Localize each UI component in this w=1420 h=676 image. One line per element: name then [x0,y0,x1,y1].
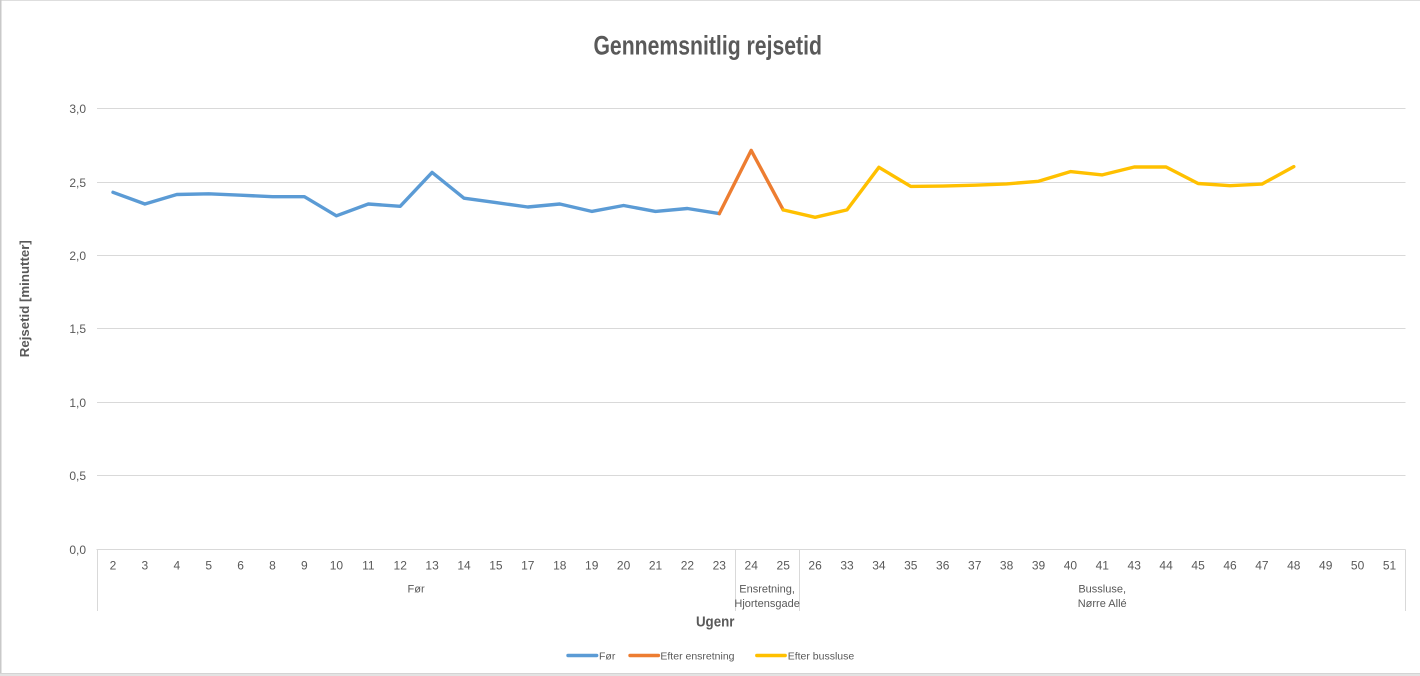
svg-text:23: 23 [713,559,727,573]
svg-text:34: 34 [872,559,886,573]
svg-text:Nørre Allé: Nørre Allé [1078,598,1127,610]
svg-text:43: 43 [1128,559,1142,573]
svg-text:0,0: 0,0 [69,543,86,557]
svg-text:40: 40 [1064,559,1078,573]
svg-text:33: 33 [840,559,854,573]
svg-text:24: 24 [745,559,759,573]
svg-text:6: 6 [237,559,244,573]
svg-text:41: 41 [1096,559,1110,573]
svg-text:48: 48 [1287,559,1301,573]
svg-text:19: 19 [585,559,599,573]
svg-text:Efter ensretning: Efter ensretning [660,650,734,662]
svg-text:0,5: 0,5 [69,469,86,483]
svg-text:13: 13 [425,559,439,573]
svg-text:22: 22 [681,559,695,573]
svg-text:Før: Før [408,584,425,596]
svg-text:37: 37 [968,559,982,573]
svg-text:5: 5 [205,559,212,573]
svg-text:Før: Før [599,650,616,662]
svg-text:9: 9 [301,559,308,573]
svg-text:36: 36 [936,559,950,573]
svg-text:26: 26 [808,559,822,573]
svg-text:Bussluse,: Bussluse, [1078,584,1126,596]
svg-text:3: 3 [142,559,149,573]
svg-text:1,5: 1,5 [69,322,86,336]
svg-text:49: 49 [1319,559,1333,573]
svg-text:45: 45 [1191,559,1205,573]
svg-text:20: 20 [617,559,631,573]
svg-text:38: 38 [1000,559,1014,573]
svg-text:2,0: 2,0 [69,249,86,263]
svg-text:10: 10 [330,559,344,573]
svg-text:15: 15 [489,559,503,573]
svg-text:14: 14 [457,559,471,573]
svg-text:50: 50 [1351,559,1365,573]
svg-text:2: 2 [110,559,117,573]
svg-text:Ensretning,: Ensretning, [739,584,795,596]
svg-text:Efter bussluse: Efter bussluse [788,650,855,662]
svg-text:51: 51 [1383,559,1397,573]
svg-text:18: 18 [553,559,567,573]
svg-text:11: 11 [362,559,375,573]
svg-text:17: 17 [521,559,535,573]
svg-text:12: 12 [394,559,408,573]
svg-text:46: 46 [1223,559,1237,573]
svg-text:35: 35 [904,559,918,573]
svg-text:Hjortensgade: Hjortensgade [734,598,799,610]
svg-text:4: 4 [173,559,180,573]
svg-text:1,0: 1,0 [69,396,86,410]
svg-text:3,0: 3,0 [69,102,86,116]
svg-text:47: 47 [1255,559,1269,573]
svg-text:44: 44 [1159,559,1173,573]
svg-text:Ugenr: Ugenr [696,615,735,631]
svg-text:39: 39 [1032,559,1046,573]
svg-text:25: 25 [777,559,791,573]
svg-text:2,5: 2,5 [69,176,86,190]
svg-text:Gennemsnitlig rejsetid: Gennemsnitlig rejsetid [593,31,822,61]
svg-text:21: 21 [649,559,663,573]
svg-text:8: 8 [269,559,276,573]
svg-text:Rejsetid [minutter]: Rejsetid [minutter] [17,240,32,357]
